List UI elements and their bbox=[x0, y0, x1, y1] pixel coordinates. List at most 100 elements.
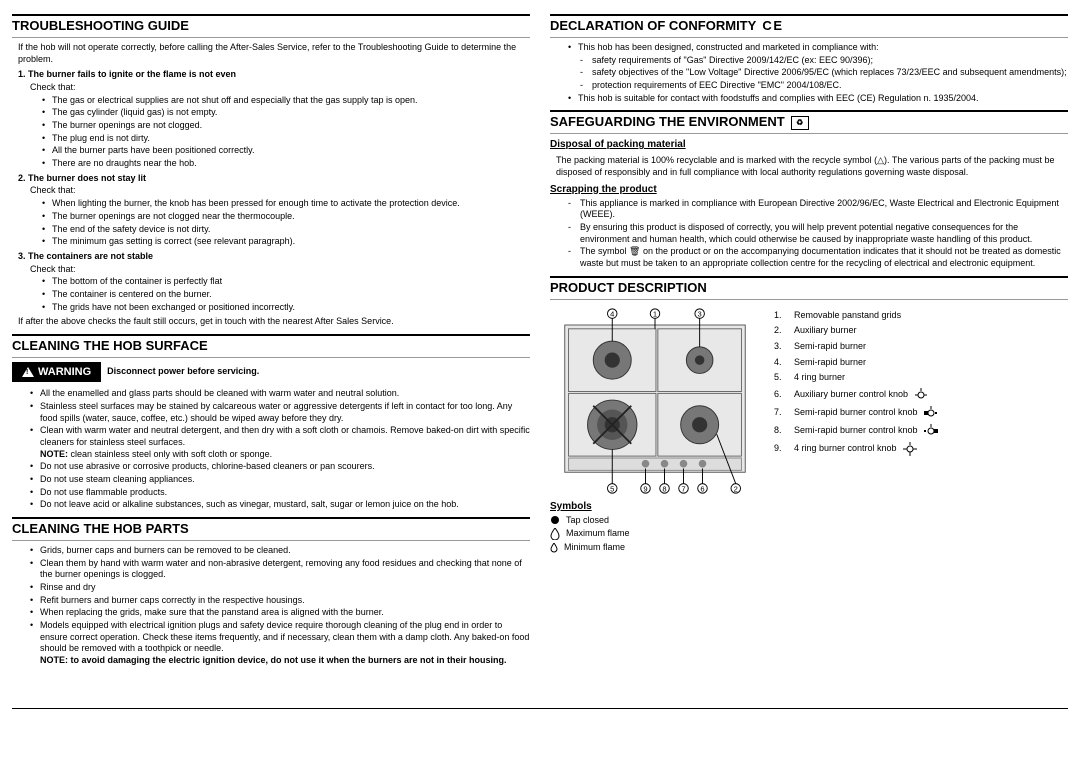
list-item: By ensuring this product is disposed of … bbox=[568, 222, 1068, 245]
warning-badge: WARNING bbox=[12, 362, 101, 382]
disposal-text: The packing material is 100% recyclable … bbox=[556, 155, 1068, 178]
desc-text: Semi-rapid burner control knob bbox=[794, 425, 918, 437]
symbols-block: Tap closed Maximum flame Minimum flame bbox=[550, 515, 1068, 554]
desc-text: Auxiliary burner control knob bbox=[794, 389, 908, 401]
surface-note: NOTE: clean stainless steel only with so… bbox=[40, 449, 272, 459]
product-desc-list: 1.Removable panstand grids 2.Auxiliary b… bbox=[774, 306, 1068, 460]
desc-item: 1.Removable panstand grids bbox=[774, 310, 1068, 322]
ce-mark-icon: C E bbox=[762, 18, 781, 35]
list-item: Grids, burner caps and burners can be re… bbox=[30, 545, 530, 557]
list-item: The end of the safety device is not dirt… bbox=[42, 224, 530, 236]
list-item: safety objectives of the "Low Voltage" D… bbox=[580, 67, 1068, 79]
list-item-text: Models equipped with electrical ignition… bbox=[40, 620, 529, 653]
svg-text:5: 5 bbox=[610, 484, 614, 493]
desc-item: 8.Semi-rapid burner control knob bbox=[774, 424, 1068, 438]
troubleshooting-title: TROUBLESHOOTING GUIDE bbox=[12, 14, 530, 38]
min-flame-icon bbox=[550, 543, 558, 553]
right-column: DECLARATION OF CONFORMITY C E This hob h… bbox=[550, 8, 1068, 668]
list-item: The burner openings are not clogged. bbox=[42, 120, 530, 132]
desc-text: 4 ring burner bbox=[794, 372, 845, 384]
list-item: The minimum gas setting is correct (see … bbox=[42, 236, 530, 248]
svg-text:7: 7 bbox=[681, 484, 685, 493]
svg-text:4: 4 bbox=[610, 309, 614, 318]
list-item: When lighting the burner, the knob has b… bbox=[42, 198, 530, 210]
list-item: Do not use flammable products. bbox=[30, 487, 530, 499]
ts-sub2-title: 2. The burner does not stay lit bbox=[18, 173, 530, 185]
surface-title: CLEANING THE HOB SURFACE bbox=[12, 334, 530, 358]
list-item: The symbol 🗑 on the product or on the ac… bbox=[568, 246, 1068, 269]
ts-sub3-title: 3. The containers are not stable bbox=[18, 251, 530, 263]
list-item: All the burner parts have been positione… bbox=[42, 145, 530, 157]
desc-text: Removable panstand grids bbox=[794, 310, 901, 322]
knob-icon bbox=[924, 424, 938, 438]
knob-icon bbox=[924, 406, 938, 420]
warning-row: WARNING Disconnect power before servicin… bbox=[12, 362, 530, 382]
scrapping-title: Scrapping the product bbox=[550, 183, 1068, 196]
knob-icon bbox=[903, 442, 917, 456]
ts-sub3-list: The bottom of the container is perfectly… bbox=[42, 276, 530, 313]
symbol-label: Maximum flame bbox=[566, 528, 630, 540]
list-item: Do not use steam cleaning appliances. bbox=[30, 474, 530, 486]
max-flame-icon bbox=[550, 528, 560, 540]
list-item: This appliance is marked in compliance w… bbox=[568, 198, 1068, 221]
symbol-row: Tap closed bbox=[550, 515, 1068, 527]
list-item: The bottom of the container is perfectly… bbox=[42, 276, 530, 288]
note-prefix: NOTE: bbox=[40, 449, 71, 459]
desc-item: 4.Semi-rapid burner bbox=[774, 357, 1068, 369]
list-item: Clean them by hand with warm water and n… bbox=[30, 558, 530, 581]
desc-item: 2.Auxiliary burner bbox=[774, 325, 1068, 337]
conformity-list: This hob has been designed, constructed … bbox=[568, 42, 1068, 54]
svg-text:8: 8 bbox=[662, 484, 666, 493]
list-item: Refit burners and burner caps correctly … bbox=[30, 595, 530, 607]
conformity-list2: This hob is suitable for contact with fo… bbox=[568, 93, 1068, 105]
knob-icon bbox=[914, 388, 928, 402]
disposal-title: Disposal of packing material bbox=[550, 138, 1068, 151]
list-item: Rinse and dry bbox=[30, 582, 530, 594]
desc-text: Semi-rapid burner control knob bbox=[794, 407, 918, 419]
list-item: Models equipped with electrical ignition… bbox=[30, 620, 530, 667]
recycle-icon: ♻ bbox=[791, 116, 809, 130]
list-item: The gas cylinder (liquid gas) is not emp… bbox=[42, 107, 530, 119]
desc-text: Auxiliary burner bbox=[794, 325, 857, 337]
desc-text: Semi-rapid burner bbox=[794, 341, 866, 353]
list-item: Stainless steel surfaces may be stained … bbox=[30, 401, 530, 424]
desc-text: 4 ring burner control knob bbox=[794, 443, 897, 455]
warning-triangle-icon bbox=[22, 367, 34, 377]
ts-sub1-title: 1. The burner fails to ignite or the fla… bbox=[18, 69, 530, 81]
desc-item: 9.4 ring burner control knob bbox=[774, 442, 1068, 456]
warning-label: WARNING bbox=[38, 365, 91, 379]
symbol-row: Maximum flame bbox=[550, 528, 1068, 540]
desc-item: 7.Semi-rapid burner control knob bbox=[774, 406, 1068, 420]
ts-sub1-list: The gas or electrical supplies are not s… bbox=[42, 95, 530, 170]
symbol-row: Minimum flame bbox=[550, 542, 1068, 554]
list-item: When replacing the grids, make sure that… bbox=[30, 607, 530, 619]
check-that-1: Check that: bbox=[30, 82, 530, 94]
environment-title-text: SAFEGUARDING THE ENVIRONMENT bbox=[550, 114, 785, 131]
list-item: All the enamelled and glass parts should… bbox=[30, 388, 530, 400]
surface-list: All the enamelled and glass parts should… bbox=[30, 388, 530, 511]
symbols-title: Symbols bbox=[550, 500, 1068, 513]
parts-list: Grids, burner caps and burners can be re… bbox=[30, 545, 530, 667]
product-title: PRODUCT DESCRIPTION bbox=[550, 276, 1068, 300]
note-text: to avoid damaging the electric ignition … bbox=[71, 655, 507, 665]
list-item: Do not use abrasive or corrosive product… bbox=[30, 461, 530, 473]
conformity-sublist: safety requirements of "Gas" Directive 2… bbox=[580, 55, 1068, 92]
left-column: TROUBLESHOOTING GUIDE If the hob will no… bbox=[12, 8, 530, 668]
list-item: The grids have not been exchanged or pos… bbox=[42, 302, 530, 314]
footer-rule bbox=[12, 708, 1068, 709]
conformity-title: DECLARATION OF CONFORMITY C E bbox=[550, 14, 1068, 38]
parts-note: NOTE: to avoid damaging the electric ign… bbox=[40, 655, 507, 665]
list-item: The container is centered on the burner. bbox=[42, 289, 530, 301]
check-that-2: Check that: bbox=[30, 185, 530, 197]
ts-final: If after the above checks the fault stil… bbox=[18, 316, 530, 328]
conformity-title-text: DECLARATION OF CONFORMITY bbox=[550, 18, 756, 35]
ts-sub2-list: When lighting the burner, the knob has b… bbox=[42, 198, 530, 248]
parts-title: CLEANING THE HOB PARTS bbox=[12, 517, 530, 541]
troubleshooting-intro: If the hob will not operate correctly, b… bbox=[18, 42, 530, 65]
list-item: Clean with warm water and neutral deterg… bbox=[30, 425, 530, 460]
hob-diagram: 4 1 3 5 9 8 7 6 2 bbox=[550, 306, 760, 496]
svg-text:9: 9 bbox=[643, 484, 647, 493]
list-item: safety requirements of "Gas" Directive 2… bbox=[580, 55, 1068, 67]
list-item: The burner openings are not clogged near… bbox=[42, 211, 530, 223]
scrapping-list: This appliance is marked in compliance w… bbox=[568, 198, 1068, 270]
